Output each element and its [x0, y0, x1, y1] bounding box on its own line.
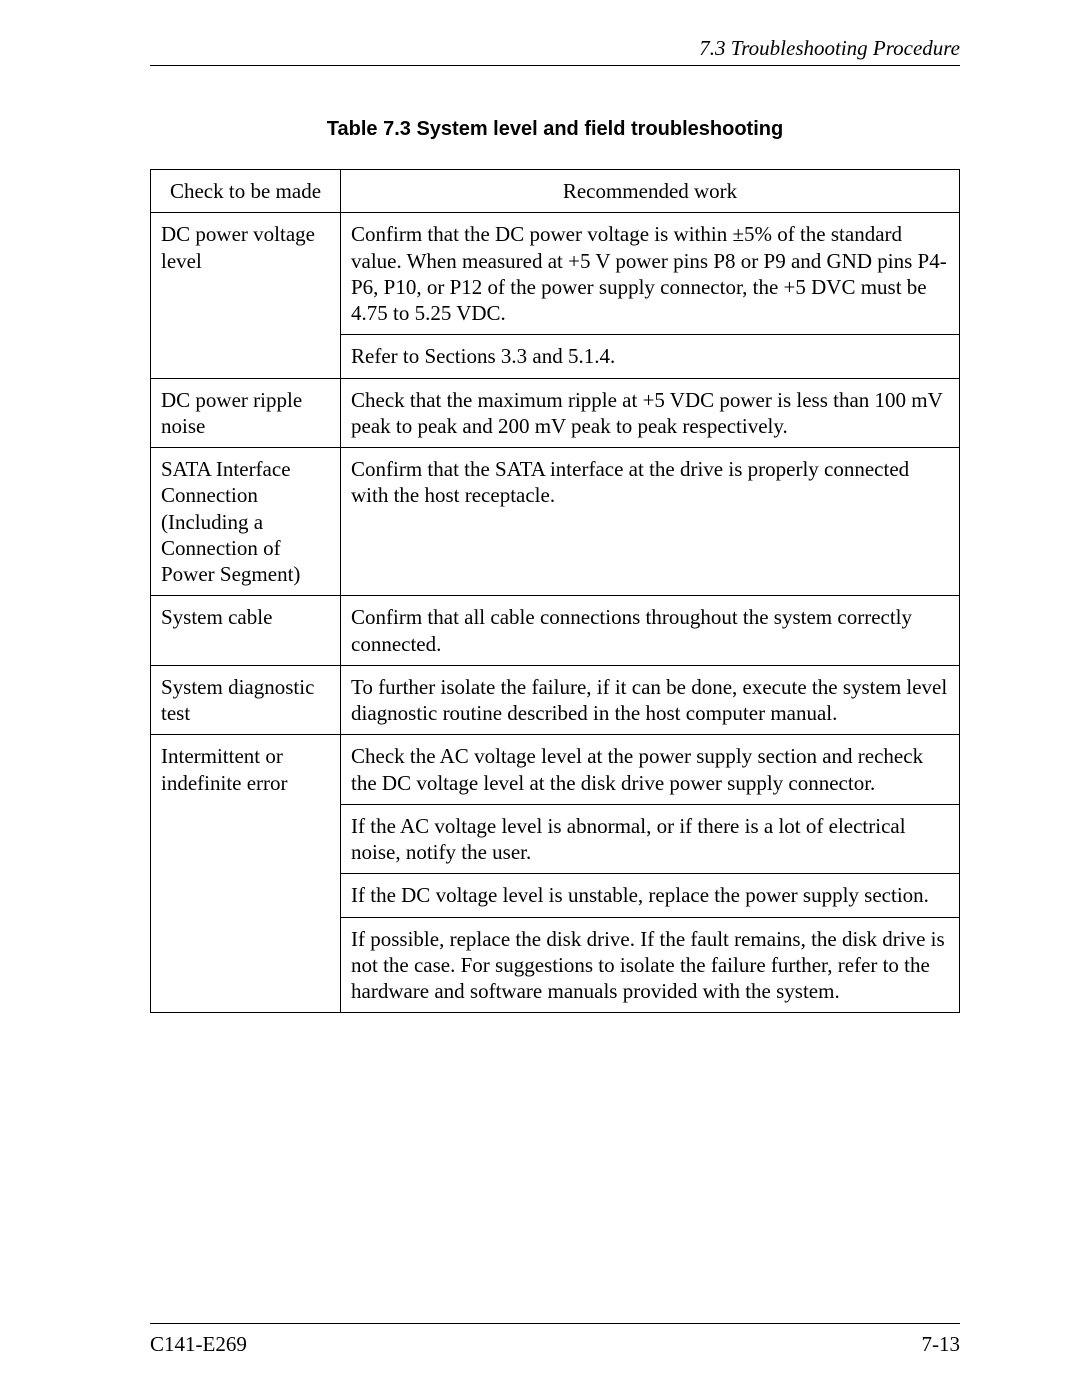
- cell-paragraph: Refer to Sections 3.3 and 5.1.4.: [351, 343, 949, 369]
- table-row: DC power voltage level Confirm that the …: [151, 213, 960, 335]
- running-header: 7.3 Troubleshooting Procedure: [150, 36, 960, 65]
- cell-paragraph: Confirm that the DC power voltage is wit…: [351, 221, 949, 326]
- table-row: System cable Confirm that all cable conn…: [151, 596, 960, 666]
- footer-page-number: 7-13: [922, 1332, 961, 1357]
- footer-doc-id: C141-E269: [150, 1332, 247, 1357]
- cell-paragraph: Confirm that the SATA interface at the d…: [351, 456, 949, 509]
- header-rule: [150, 65, 960, 66]
- cell-check: System cable: [151, 596, 341, 666]
- cell-work: Confirm that the SATA interface at the d…: [341, 448, 960, 596]
- table-row: System diagnostic test To further isolat…: [151, 665, 960, 735]
- cell-paragraph: Check that the maximum ripple at +5 VDC …: [351, 387, 949, 440]
- cell-work: Check the AC voltage level at the power …: [341, 735, 960, 805]
- table-caption: Table 7.3 System level and field trouble…: [150, 118, 960, 141]
- page: 7.3 Troubleshooting Procedure Table 7.3 …: [0, 0, 1080, 1397]
- cell-check: Intermittent or indefinite error: [151, 735, 341, 1013]
- cell-paragraph: If the DC voltage level is unstable, rep…: [351, 882, 949, 908]
- cell-work: If the DC voltage level is unstable, rep…: [341, 874, 960, 917]
- footer-rule: [150, 1323, 960, 1324]
- cell-check: SATA Interface Connection (Including a C…: [151, 448, 341, 596]
- cell-work: Refer to Sections 3.3 and 5.1.4.: [341, 335, 960, 378]
- cell-check: DC power voltage level: [151, 213, 341, 378]
- cell-paragraph: Confirm that all cable connections throu…: [351, 604, 949, 657]
- table-header-row: Check to be made Recommended work: [151, 170, 960, 213]
- column-header-work: Recommended work: [341, 170, 960, 213]
- cell-check: System diagnostic test: [151, 665, 341, 735]
- cell-work: Check that the maximum ripple at +5 VDC …: [341, 378, 960, 448]
- table-row: DC power ripple noise Check that the max…: [151, 378, 960, 448]
- cell-paragraph: To further isolate the failure, if it ca…: [351, 674, 949, 727]
- footer-row: C141-E269 7-13: [150, 1332, 960, 1357]
- column-header-check: Check to be made: [151, 170, 341, 213]
- cell-work: Confirm that the DC power voltage is wit…: [341, 213, 960, 335]
- cell-work: If the AC voltage level is abnormal, or …: [341, 804, 960, 874]
- troubleshooting-table: Check to be made Recommended work DC pow…: [150, 169, 960, 1013]
- cell-work: To further isolate the failure, if it ca…: [341, 665, 960, 735]
- cell-work: Confirm that all cable connections throu…: [341, 596, 960, 666]
- cell-paragraph: Check the AC voltage level at the power …: [351, 743, 949, 796]
- cell-paragraph: If possible, replace the disk drive. If …: [351, 926, 949, 1005]
- cell-work: If possible, replace the disk drive. If …: [341, 917, 960, 1013]
- cell-check: DC power ripple noise: [151, 378, 341, 448]
- table-row: Intermittent or indefinite error Check t…: [151, 735, 960, 805]
- page-footer: C141-E269 7-13: [150, 1323, 960, 1357]
- cell-paragraph: If the AC voltage level is abnormal, or …: [351, 813, 949, 866]
- table-row: SATA Interface Connection (Including a C…: [151, 448, 960, 596]
